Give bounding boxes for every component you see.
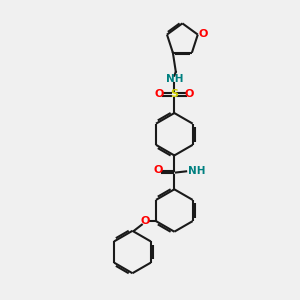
Text: NH: NH <box>188 166 206 176</box>
Text: O: O <box>154 89 164 100</box>
Text: O: O <box>140 216 149 226</box>
Text: NH: NH <box>166 74 183 84</box>
Text: S: S <box>170 89 178 100</box>
Text: O: O <box>185 89 194 100</box>
Text: O: O <box>154 165 163 175</box>
Text: O: O <box>198 29 208 39</box>
